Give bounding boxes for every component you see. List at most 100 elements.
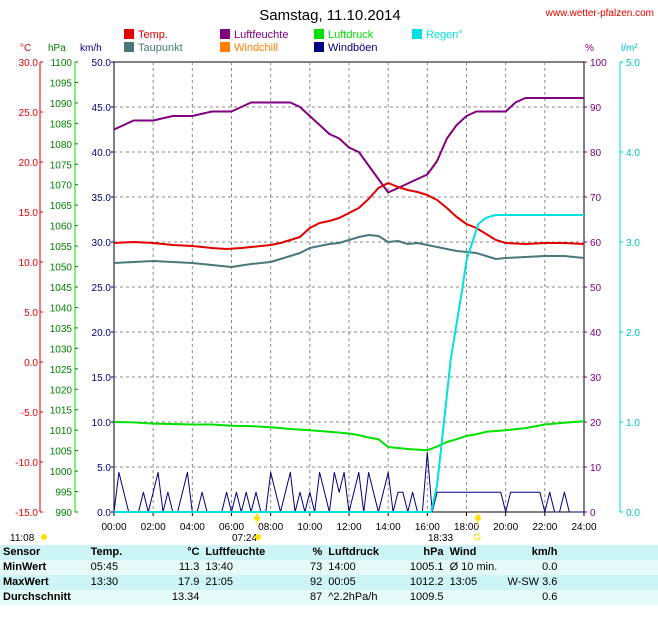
- legend-label: Temp.: [138, 29, 168, 41]
- pressure-tick-label: 1005: [50, 447, 73, 458]
- stats-row-label: MinWert: [3, 561, 47, 573]
- stats-header-hum: Luftfeuchte: [205, 546, 266, 558]
- temp-tick-label: 25.0: [19, 108, 39, 119]
- wind-tick-label: 0.0: [97, 508, 111, 519]
- stats-wind-time: [447, 590, 505, 605]
- stats-temp-time: 05:45: [90, 561, 119, 573]
- legend-item: Windböen: [314, 42, 378, 54]
- pressure-tick-label: 1045: [50, 283, 73, 294]
- sunrise-icon: [254, 515, 260, 521]
- temp-tick-label: 5.0: [24, 308, 38, 319]
- rain-tick-label: 3.0: [626, 238, 640, 249]
- temp-tick-label: 0.0: [24, 358, 38, 369]
- temp-axis-unit: °C: [20, 43, 31, 54]
- pressure-tick-label: 990: [55, 508, 72, 519]
- legend-item: Luftdruck: [314, 29, 374, 41]
- legend-label: Taupunkt: [138, 42, 183, 54]
- series-line: [113, 97, 584, 194]
- stats-temp-value: 13.34: [171, 591, 200, 603]
- pressure-tick-label: 1080: [50, 140, 73, 151]
- wind-tick-label: 35.0: [92, 193, 112, 204]
- x-tick-label: 08:00: [258, 522, 283, 533]
- legend-swatch: [124, 42, 134, 52]
- humidity-tick-label: 20: [590, 418, 602, 429]
- stats-hum-value: 92: [310, 576, 323, 588]
- pressure-tick-label: 1095: [50, 78, 73, 89]
- humidity-tick-label: 30: [590, 373, 602, 384]
- legend-label: Windchill: [234, 42, 278, 54]
- rain-tick-label: 0.0: [626, 508, 640, 519]
- pressure-tick-label: 1065: [50, 201, 73, 212]
- pressure-tick-label: 1050: [50, 263, 73, 274]
- series-line: [114, 214, 584, 513]
- stats-press-value: 1009.5: [409, 591, 444, 603]
- moon-icon: [41, 534, 47, 540]
- stats-hum-value: 87: [310, 591, 323, 603]
- rain-tick-label: 4.0: [626, 148, 640, 159]
- x-tick-label: 10:00: [297, 522, 322, 533]
- x-tick-label: 02:00: [141, 522, 166, 533]
- legend-item: Windchill: [220, 42, 278, 54]
- pressure-tick-label: 1000: [50, 467, 73, 478]
- stats-table: Sensor Temp. °C Luftfeuchte % Luftdruck …: [0, 545, 658, 620]
- series-temp: [113, 182, 585, 250]
- pressure-tick-label: 1090: [50, 99, 73, 110]
- pressure-tick-label: 1075: [50, 160, 73, 171]
- humidity-tick-label: 60: [590, 238, 602, 249]
- sunrise-label: 07:24: [232, 533, 257, 544]
- wind-tick-label: 10.0: [92, 418, 112, 429]
- stats-header-temp: Temp.: [90, 546, 123, 558]
- legend-swatch: [220, 42, 230, 52]
- site-url[interactable]: www.wetter-pfalzen.com: [545, 8, 654, 19]
- weather-chart: Samstag, 11.10.2014 www.wetter-pfalzen.c…: [10, 7, 654, 544]
- pressure-tick-label: 1010: [50, 426, 73, 437]
- wind-tick-label: 30.0: [92, 238, 112, 249]
- series-regen: [114, 214, 584, 513]
- stats-header-row: Sensor Temp. °C Luftfeuchte % Luftdruck …: [0, 545, 658, 560]
- rain-tick-label: 2.0: [626, 328, 640, 339]
- x-tick-label: 18:00: [454, 522, 479, 533]
- temp-tick-label: 30.0: [19, 58, 39, 69]
- temp-tick-label: 20.0: [19, 158, 39, 169]
- sunset-label: 18:33: [428, 533, 453, 544]
- stats-row-label: Durchschnitt: [3, 591, 71, 603]
- humidity-tick-label: 80: [590, 148, 602, 159]
- axis-ticks: 00:00 02:00 04:00 06:00 08:00 10:00 12:00 14:00…: [15, 58, 640, 533]
- stats-row: Durchschnitt 13.34 87 ^2.2hPa/h 1009.5 0…: [0, 590, 658, 605]
- wind-tick-label: 15.0: [92, 373, 112, 384]
- humidity-tick-label: 100: [590, 58, 607, 69]
- stats-wind-value: W-SW 3.6: [507, 576, 558, 588]
- legend-swatch: [412, 29, 422, 39]
- series-luftdruck: [113, 420, 585, 452]
- stats-header-press: Luftdruck: [328, 546, 379, 558]
- stats-hum-time: 13:40: [205, 561, 233, 573]
- humidity-tick-label: 0: [590, 508, 596, 519]
- legend-label: Windböen: [328, 42, 378, 54]
- rain-axis-unit: l/m²: [621, 43, 638, 54]
- stats-wind-value: 0.0: [542, 561, 558, 573]
- humidity-tick-label: 40: [590, 328, 602, 339]
- x-tick-label: 00:00: [101, 522, 126, 533]
- pressure-tick-label: 1030: [50, 344, 73, 355]
- series-luftfeuchte: [113, 97, 584, 194]
- moon-time-label: 11:08: [10, 533, 35, 544]
- legend-item: Taupunkt: [124, 42, 183, 54]
- x-tick-label: 12:00: [336, 522, 361, 533]
- wind-tick-label: 20.0: [92, 328, 112, 339]
- stats-header-temp-unit: °C: [187, 546, 200, 558]
- wind-tick-label: 45.0: [92, 103, 112, 114]
- temp-tick-label: 15.0: [19, 208, 39, 219]
- legend-swatch: [124, 29, 134, 39]
- data-series: [113, 97, 585, 513]
- legend-item: Temp.: [124, 29, 168, 41]
- x-tick-label: 22:00: [532, 522, 557, 533]
- stats-hum-value: 73: [310, 561, 323, 573]
- stats-wind-value: 0.6: [542, 591, 558, 603]
- pressure-tick-label: 1025: [50, 365, 73, 376]
- sunrise-sun-icon: [255, 534, 261, 540]
- wind-tick-label: 25.0: [92, 283, 112, 294]
- x-tick-label: 16:00: [415, 522, 440, 533]
- legend-swatch: [220, 29, 230, 39]
- pressure-tick-label: 1100: [50, 58, 72, 69]
- stats-header-hum-unit: %: [312, 546, 323, 558]
